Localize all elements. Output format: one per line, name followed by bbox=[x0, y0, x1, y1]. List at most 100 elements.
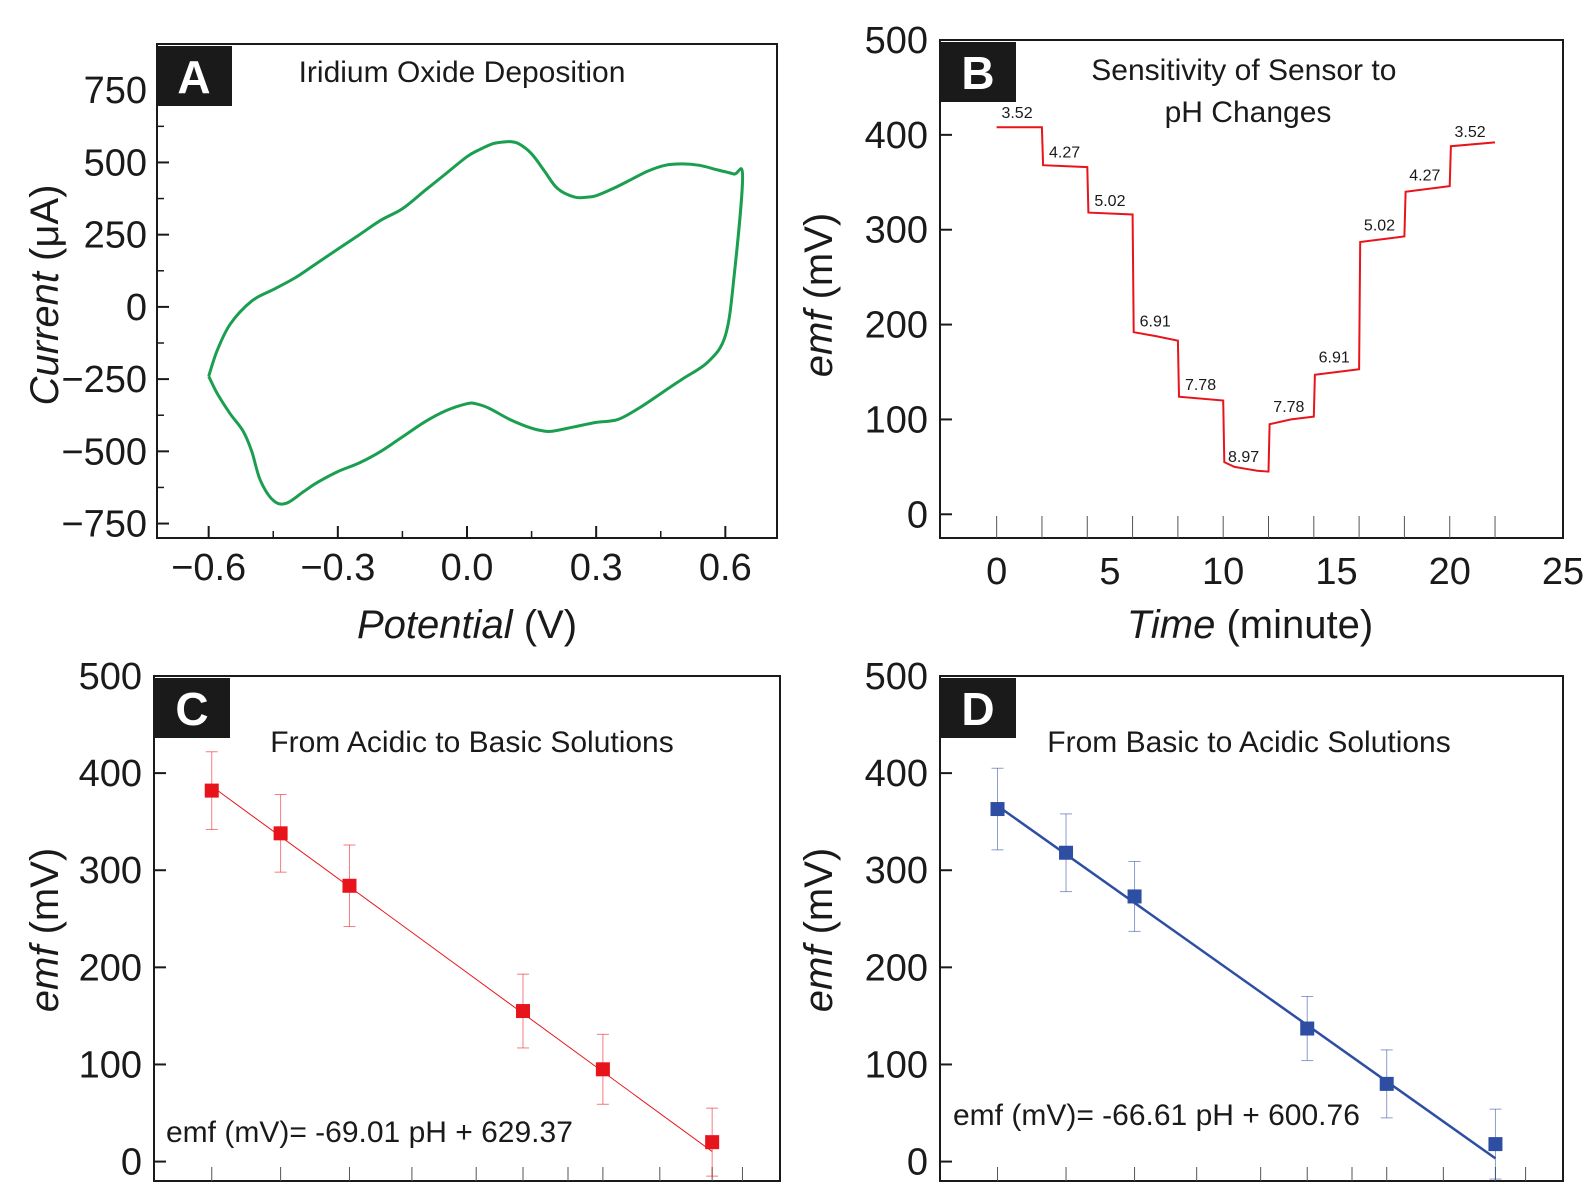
y-tick-label: −250 bbox=[61, 359, 147, 401]
y-tick-label: 300 bbox=[865, 210, 928, 252]
x-tick-label: −0.3 bbox=[300, 547, 375, 589]
y-tick-label: 500 bbox=[79, 656, 142, 698]
panel-a: A Iridium Oxide Deposition −750 −500 −250 0… bbox=[23, 43, 778, 647]
data-point bbox=[1379, 1076, 1394, 1091]
panel-b-title-line-2: pH Changes bbox=[1165, 96, 1332, 129]
data-point bbox=[516, 1004, 531, 1019]
panel-a-x-axis-unit: (V) bbox=[524, 603, 577, 647]
y-tick-label: 400 bbox=[79, 753, 142, 795]
x-tick-label: 15 bbox=[1315, 551, 1357, 593]
panel-d-title: From Basic to Acidic Solutions bbox=[1047, 726, 1451, 759]
ph-label: 7.78 bbox=[1185, 377, 1216, 394]
panel-a-badge-label: A bbox=[177, 51, 210, 103]
x-tick-label: 0.0 bbox=[441, 547, 494, 589]
ph-label: 3.52 bbox=[1455, 124, 1486, 141]
panel-b-x-axis-title: Time (minute) bbox=[1127, 603, 1373, 647]
panel-c-y-axis-title: emf (mV) bbox=[23, 848, 67, 1012]
y-tick-label: 200 bbox=[865, 947, 928, 989]
panel-b-title-line-1: Sensitivity of Sensor to bbox=[1091, 54, 1396, 87]
panel-a-x-axis-title: Potential (V) bbox=[357, 603, 577, 647]
y-tick-label: 0 bbox=[907, 494, 928, 536]
data-point bbox=[1059, 845, 1074, 860]
panel-d-plot bbox=[990, 767, 1503, 1180]
panel-b-y-ticks: 0 100 200 300 400 500 bbox=[865, 20, 952, 536]
ph-label: 3.52 bbox=[1001, 105, 1032, 122]
panel-a-title: Iridium Oxide Deposition bbox=[299, 56, 626, 89]
fit-line bbox=[211, 785, 713, 1152]
panel-c: C From Acidic to Basic Solutions 0 100 200… bbox=[23, 656, 781, 1184]
x-tick-label: 0.6 bbox=[699, 547, 752, 589]
y-tick-label: 300 bbox=[865, 850, 928, 892]
panel-b-badge-label: B bbox=[961, 47, 994, 99]
x-tick-label: 0.3 bbox=[570, 547, 623, 589]
panel-c-badge bbox=[155, 678, 230, 738]
y-tick-label: 100 bbox=[865, 399, 928, 441]
panel-b-badge bbox=[941, 42, 1016, 102]
panel-d-y-axis-label: emf bbox=[797, 942, 841, 1013]
panel-c-y-axis-unit: (mV) bbox=[23, 848, 67, 935]
y-tick-label: −500 bbox=[61, 431, 147, 473]
data-point bbox=[990, 802, 1005, 817]
x-tick-label: 5 bbox=[1099, 551, 1120, 593]
panel-b: B Sensitivity of Sensor to pH Changes 0 1… bbox=[797, 20, 1584, 647]
panel-c-x-ticks bbox=[211, 1167, 743, 1181]
y-tick-label: 500 bbox=[84, 142, 147, 184]
panel-c-frame bbox=[153, 675, 781, 1182]
panel-a-plot bbox=[207, 140, 745, 506]
panel-c-equation: emf (mV)= -69.01 pH + 629.37 bbox=[166, 1116, 573, 1149]
panel-a-badge bbox=[157, 46, 232, 106]
y-tick-label: 300 bbox=[79, 850, 142, 892]
panel-c-y-ticks: 0 100 200 300 400 500 bbox=[79, 656, 166, 1184]
x-tick-label: −0.6 bbox=[171, 547, 246, 589]
y-tick-label: −750 bbox=[61, 504, 147, 546]
ph-label: 7.78 bbox=[1273, 399, 1304, 416]
panel-c-y-axis-label: emf bbox=[23, 942, 67, 1013]
panel-c-title: From Acidic to Basic Solutions bbox=[270, 726, 674, 759]
panel-a-y-ticks: −750 −500 −250 0 250 500 750 bbox=[61, 53, 169, 546]
panel-d-y-ticks: 0 100 200 300 400 500 bbox=[865, 656, 952, 1184]
data-point bbox=[595, 1062, 610, 1077]
panel-d-badge-label: D bbox=[961, 683, 994, 735]
data-point bbox=[273, 826, 288, 841]
y-tick-label: 200 bbox=[865, 305, 928, 347]
x-tick-label: 0 bbox=[986, 551, 1007, 593]
data-point bbox=[1127, 889, 1142, 904]
data-point bbox=[1300, 1021, 1315, 1036]
y-tick-label: 400 bbox=[865, 753, 928, 795]
panel-d-equation: emf (mV)= -66.61 pH + 600.76 bbox=[953, 1099, 1360, 1132]
panel-a-x-ticks: −0.6 −0.3 0.0 0.3 0.6 bbox=[171, 526, 752, 589]
panel-d: D From Basic to Acidic Solutions 0 100 200… bbox=[797, 656, 1564, 1184]
ph-label: 4.27 bbox=[1409, 167, 1440, 184]
y-tick-label: 400 bbox=[865, 115, 928, 157]
panel-b-title: Sensitivity of Sensor to pH Changes bbox=[1091, 54, 1405, 129]
panel-d-y-axis-title: emf (mV) bbox=[797, 848, 841, 1012]
ph-label: 8.97 bbox=[1228, 449, 1259, 466]
x-tick-label: 20 bbox=[1429, 551, 1471, 593]
fit-line bbox=[996, 804, 1497, 1160]
ph-label: 6.91 bbox=[1140, 313, 1171, 330]
ph-label: 5.02 bbox=[1094, 193, 1125, 210]
panel-c-badge-label: C bbox=[175, 683, 208, 735]
panel-c-plot bbox=[204, 751, 720, 1177]
data-point bbox=[1488, 1137, 1503, 1152]
cv-curve bbox=[207, 140, 745, 506]
y-tick-label: 750 bbox=[84, 70, 147, 112]
ph-label: 5.02 bbox=[1364, 218, 1395, 235]
panel-d-frame bbox=[939, 675, 1564, 1182]
x-tick-label: 10 bbox=[1202, 551, 1244, 593]
panel-d-y-axis-unit: (mV) bbox=[797, 848, 841, 935]
data-point bbox=[705, 1135, 720, 1150]
panel-b-x-axis-label: Time bbox=[1127, 603, 1216, 647]
x-tick-label: 25 bbox=[1542, 551, 1584, 593]
panel-a-y-axis-label: Current bbox=[23, 270, 67, 405]
emf-trace bbox=[996, 126, 1496, 473]
y-tick-label: 100 bbox=[865, 1044, 928, 1086]
panel-b-y-axis-unit: (mV) bbox=[797, 213, 841, 300]
panel-d-badge bbox=[941, 678, 1016, 738]
panel-a-y-axis-unit: (μA) bbox=[23, 185, 67, 261]
ph-label: 4.27 bbox=[1049, 145, 1080, 162]
panel-b-x-axis-unit: (minute) bbox=[1226, 603, 1373, 647]
y-tick-label: 0 bbox=[121, 1142, 142, 1184]
y-tick-label: 0 bbox=[907, 1142, 928, 1184]
